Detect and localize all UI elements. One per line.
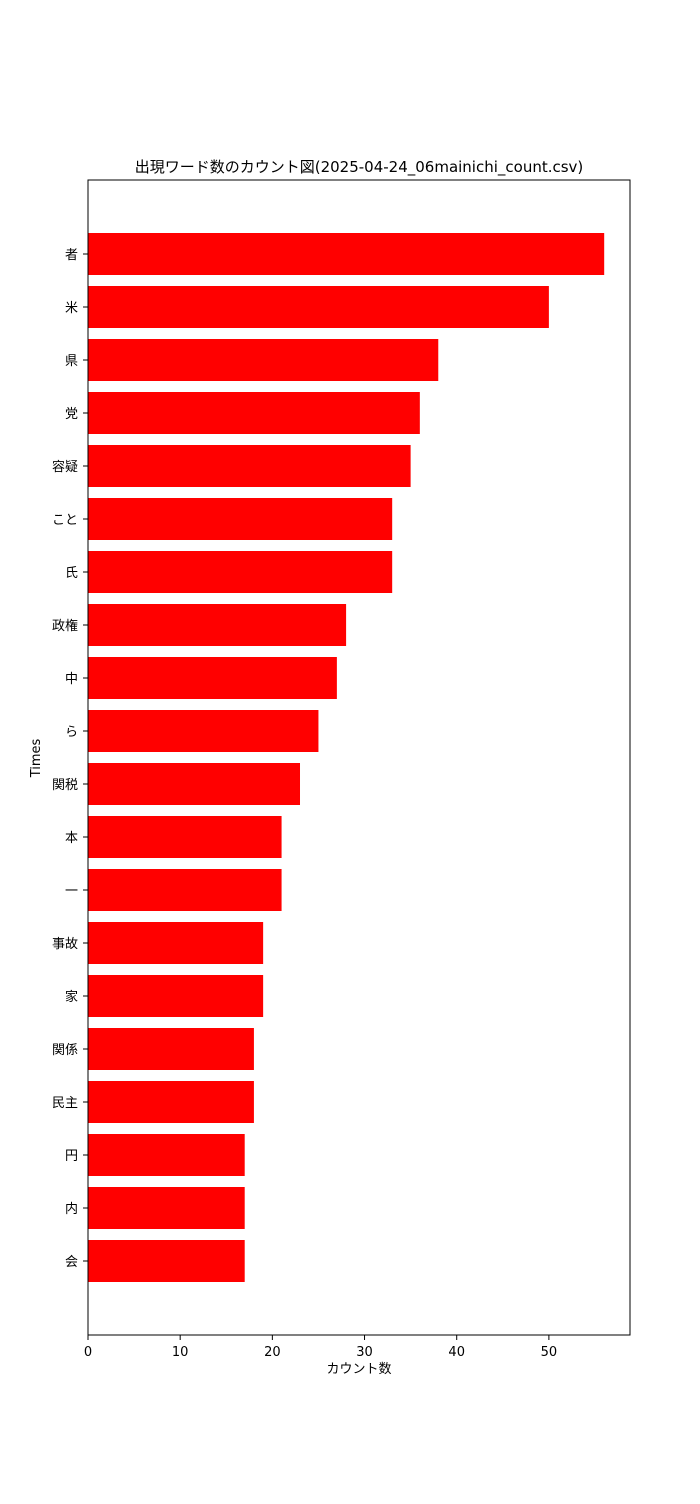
bar <box>88 816 282 858</box>
bar <box>88 1240 245 1282</box>
bar <box>88 286 549 328</box>
bar <box>88 763 301 805</box>
y-tick-label: 党 <box>65 407 78 422</box>
x-tick-label: 40 <box>448 1345 465 1360</box>
bar <box>88 392 420 434</box>
y-tick-label: 関係 <box>52 1043 78 1058</box>
bar <box>88 922 264 964</box>
y-tick-label: 家 <box>65 989 78 1005</box>
y-tick-label: ら <box>65 725 78 740</box>
y-tick-label: 本 <box>65 831 78 846</box>
x-tick-label: 50 <box>541 1345 558 1360</box>
bars-layer <box>88 233 605 1282</box>
y-tick-label: 政権 <box>52 618 78 634</box>
bar <box>88 1081 254 1123</box>
y-tick-label: 内 <box>65 1201 78 1217</box>
bar <box>88 551 393 593</box>
y-tick-label: 容疑 <box>52 459 78 475</box>
bar <box>88 445 411 487</box>
y-axis-label: Times <box>29 738 44 778</box>
y-tick-label: 県 <box>65 354 78 369</box>
y-tick-label: 民主 <box>52 1096 78 1111</box>
y-tick-label: こと <box>52 513 78 528</box>
bar <box>88 1134 245 1176</box>
bar <box>88 233 605 275</box>
y-tick-label: 米 <box>65 301 78 316</box>
plot-frame <box>87 179 631 1336</box>
y-tick-label: 氏 <box>65 566 78 581</box>
y-tick-label: 一 <box>65 884 78 899</box>
bar <box>88 1028 254 1070</box>
bar <box>88 498 393 540</box>
y-tick-label: 会 <box>65 1255 78 1270</box>
bar <box>88 604 347 646</box>
bar <box>88 869 282 911</box>
y-tick-label: 円 <box>65 1149 78 1164</box>
x-axis-label: カウント数 <box>326 1362 391 1377</box>
bar <box>88 975 264 1017</box>
y-tick-label: 中 <box>65 672 78 687</box>
x-tick-label: 0 <box>84 1345 92 1360</box>
y-tick-label: 者 <box>65 248 78 263</box>
x-tick-label: 30 <box>356 1345 373 1360</box>
y-tick-label: 関税 <box>52 778 78 793</box>
y-tick-label: 事故 <box>52 937 78 952</box>
bar <box>88 1187 245 1229</box>
x-axis: 0 10 20 30 40 50 <box>84 1335 557 1360</box>
chart-title: 出現ワード数のカウント図(2025-04-24_06mainichi_count… <box>135 158 584 177</box>
x-tick-label: 10 <box>172 1345 189 1360</box>
bar <box>88 657 337 699</box>
bar <box>88 339 439 381</box>
x-tick-label: 20 <box>264 1345 281 1360</box>
bar <box>88 710 319 752</box>
